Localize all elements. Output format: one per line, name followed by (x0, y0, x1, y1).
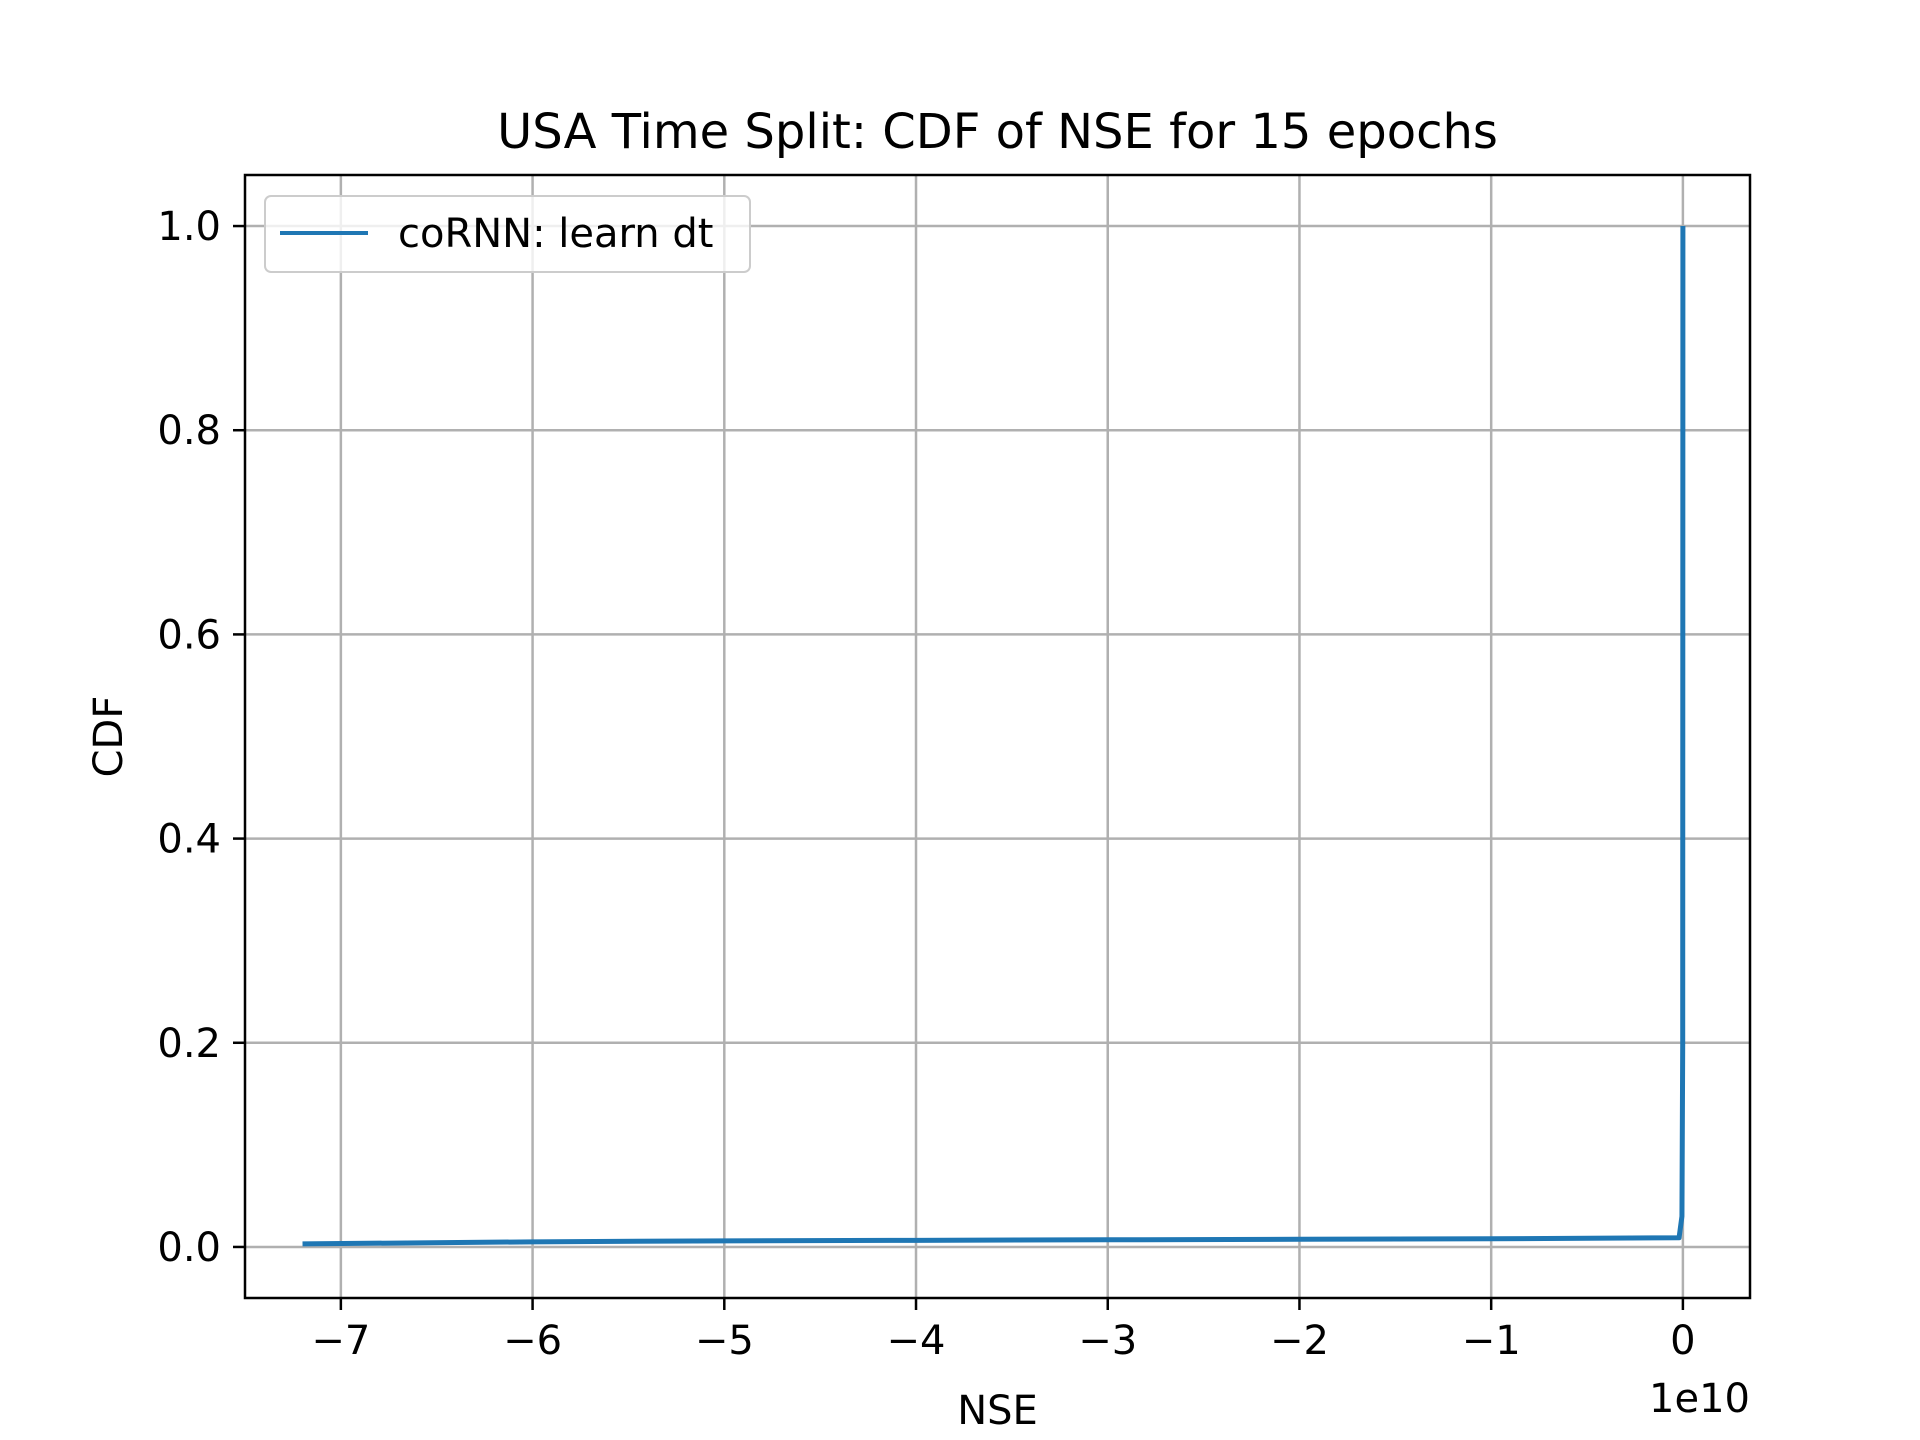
x-tick-label: −2 (1270, 1318, 1329, 1364)
x-tick-label: −1 (1462, 1318, 1521, 1364)
chart-title: USA Time Split: CDF of NSE for 15 epochs (497, 104, 1498, 160)
series-layer (302, 226, 1686, 1247)
legend-box (264, 195, 751, 273)
legend: coRNN: learn dt (264, 195, 751, 273)
x-axis-label: NSE (957, 1388, 1038, 1434)
x-tick-label: −6 (503, 1318, 562, 1364)
plot-frame (243, 173, 1752, 1300)
y-tick-label: 1.0 (157, 204, 221, 250)
x-tick-label: −3 (1078, 1318, 1137, 1364)
legend-label: coRNN: learn dt (398, 211, 713, 257)
ticks: −7 −6 −5 −4 −3 −2 −1 0 0.0 0.2 0.4 0.6 0.8 1.0 (157, 204, 1695, 1364)
x-tick-label: 0 (1670, 1318, 1695, 1364)
x-axis-offset-label: 1e10 (1649, 1376, 1750, 1422)
y-axis-label: CDF (86, 696, 132, 778)
x-tick-label: −5 (695, 1318, 754, 1364)
y-tick-label: 0.8 (157, 408, 221, 454)
x-tick-label: −4 (887, 1318, 946, 1364)
y-tick-label: 0.0 (157, 1225, 221, 1271)
y-tick-label: 0.4 (157, 817, 221, 863)
x-tick-label: −7 (311, 1318, 370, 1364)
series-line (302, 226, 1686, 1247)
y-tick-label: 0.2 (157, 1021, 221, 1067)
y-tick-label: 0.6 (157, 612, 221, 658)
